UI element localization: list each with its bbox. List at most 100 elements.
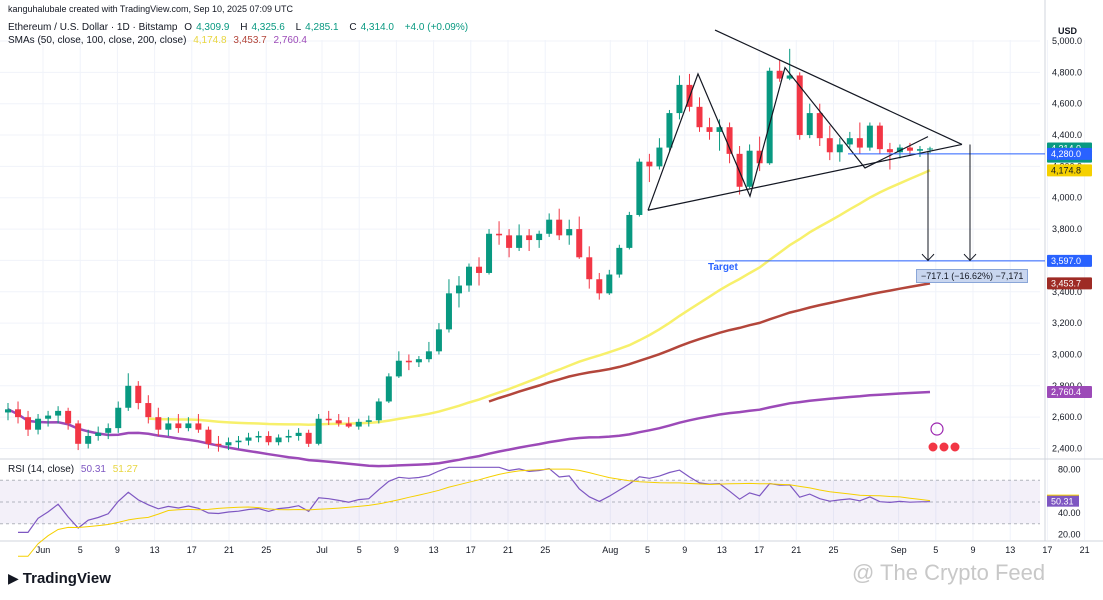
candle-body xyxy=(726,127,733,154)
rsi-ma-value: 51.27 xyxy=(112,464,138,475)
candle-body xyxy=(375,401,382,421)
price-tag-label: 2,760.4 xyxy=(1051,387,1081,397)
rsi-pane xyxy=(0,466,1040,557)
time-axis[interactable]: Jun 5 9 13 17 21 25 Jul 5 9 13 17 21 25 Aug 5 9 13 17 21 25 S… xyxy=(36,545,1090,555)
candle-body xyxy=(195,423,202,430)
candle-body xyxy=(305,432,312,444)
time-tick-label: 17 xyxy=(1042,545,1052,555)
price-tick-label: 4,400.0 xyxy=(1052,130,1082,140)
price-axis[interactable]: 2,400.0 2,600.0 2,800.0 3,000.0 3,200.0 3,400… xyxy=(1047,36,1092,540)
time-tick-label: 9 xyxy=(970,545,975,555)
time-tick-label: 21 xyxy=(791,545,801,555)
candle-body xyxy=(596,279,603,294)
candle-body xyxy=(576,229,583,258)
price-tick-label: 2,600.0 xyxy=(1052,412,1082,422)
time-tick-label: 5 xyxy=(357,545,362,555)
candle-body xyxy=(425,351,432,360)
candle-body xyxy=(35,418,42,430)
candle-body xyxy=(656,147,663,167)
candle-body xyxy=(906,147,913,151)
logo-icon: ▶ xyxy=(8,570,19,586)
candle-body xyxy=(175,423,182,429)
price-tag xyxy=(1047,164,1092,177)
candle-body xyxy=(716,127,723,132)
tradingview-logo[interactable]: ▶ TradingView xyxy=(8,570,111,587)
candle-body xyxy=(816,113,823,139)
candle-body xyxy=(486,233,493,273)
candle-body xyxy=(586,257,593,280)
price-tick-label: 4,800.0 xyxy=(1052,67,1082,77)
time-tick-label: Aug xyxy=(602,545,618,555)
candle-body xyxy=(295,432,302,436)
candle-body xyxy=(165,423,172,430)
price-tag xyxy=(1047,386,1092,399)
candle-body xyxy=(125,385,132,408)
candle-body xyxy=(105,428,112,433)
candle-body xyxy=(886,149,893,153)
time-tick-label: 13 xyxy=(429,545,439,555)
candle-body xyxy=(606,274,613,294)
rsi-tag xyxy=(1047,495,1079,507)
price-tick-label: 2,400.0 xyxy=(1052,444,1082,454)
candle-body xyxy=(415,359,422,363)
candle-body xyxy=(476,266,483,273)
price-tag xyxy=(1047,147,1092,160)
price-tick-label: 4,000.0 xyxy=(1052,193,1082,203)
candle-body xyxy=(506,235,513,248)
price-tag-label: 3,453.7 xyxy=(1051,278,1081,288)
candle-body xyxy=(786,75,793,79)
chart-drawings xyxy=(647,29,1045,453)
close-value: C 4,314.0 xyxy=(349,22,394,33)
time-tick-label: 21 xyxy=(224,545,234,555)
candle-body xyxy=(876,125,883,150)
candle-body xyxy=(285,435,292,438)
time-tick-label: 13 xyxy=(1005,545,1015,555)
candle-body xyxy=(215,443,222,446)
candle-body xyxy=(496,233,503,236)
candle-body xyxy=(85,435,92,444)
candle-body xyxy=(155,417,162,430)
candle-body xyxy=(405,360,412,363)
candle-body xyxy=(345,423,352,427)
time-tick-label: 25 xyxy=(261,545,271,555)
candle-body xyxy=(546,219,553,234)
price-tag-label: 4,280.0 xyxy=(1051,149,1081,159)
watermark-text: @ The Crypto Feed xyxy=(852,560,1046,585)
time-tick-label: 13 xyxy=(717,545,727,555)
high-value: H 4,325.6 xyxy=(240,22,285,33)
candle-body xyxy=(335,420,342,424)
candle-body xyxy=(566,229,573,236)
candle-body xyxy=(526,235,533,241)
time-tick-label: 9 xyxy=(115,545,120,555)
chart-grid xyxy=(0,0,1103,542)
time-tick-label: Sep xyxy=(891,545,907,555)
candle-body xyxy=(776,70,783,79)
price-tag-label: 3,597.0 xyxy=(1051,256,1081,266)
sma100-line xyxy=(488,282,931,403)
candlesticks xyxy=(5,48,933,452)
sma-lines xyxy=(7,169,931,468)
rsi-legend: RSI (14, close) 50.31 51.27 xyxy=(8,464,142,475)
candle-body xyxy=(235,440,242,443)
arrow-head-1 xyxy=(921,253,935,262)
price-tag-label: 4,174.8 xyxy=(1051,165,1081,175)
candle-body xyxy=(826,138,833,153)
event-icon xyxy=(930,422,944,436)
candle-body xyxy=(696,106,703,128)
price-tick-label: 2,800.0 xyxy=(1052,381,1082,391)
candle-body xyxy=(626,214,633,248)
rsi-tick-label: 80.00 xyxy=(1058,464,1081,474)
sma200-line xyxy=(7,390,931,468)
triangle-upper-line xyxy=(714,29,963,145)
time-tick-label: 5 xyxy=(78,545,83,555)
time-tick-label: 5 xyxy=(933,545,938,555)
candle-body xyxy=(445,293,452,330)
candle-body xyxy=(225,442,232,446)
candle-body xyxy=(45,415,52,419)
rsi-tick-label: 40.00 xyxy=(1058,508,1081,518)
candle-body xyxy=(856,138,863,148)
price-tick-label: 5,000.0 xyxy=(1052,36,1082,46)
pattern-zigzag xyxy=(647,66,929,211)
arrow-head-2 xyxy=(963,253,977,262)
